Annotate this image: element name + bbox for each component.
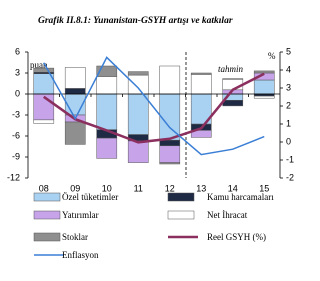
bar-segment [222,100,244,107]
bar-segment [190,130,212,138]
bar-segment [159,162,181,165]
y2-tick-label: 0 [286,136,291,146]
x-tick-label: 08 [39,183,49,193]
y-tick-label: -3 [12,109,20,119]
bar-segment [64,121,86,145]
chart-title: Grafik II.8.1: Yunanistan-GSYH artışı ve… [38,16,233,26]
y-axis-label: puan [30,60,48,70]
legend-label: Kamu harcamaları [207,192,274,202]
bar-segment [159,65,181,95]
bar-segment [127,93,149,135]
y2-tick-label: -2 [286,172,294,182]
bar-segment [33,67,55,73]
line [43,56,265,156]
x-tick-label: 09 [70,183,80,193]
bar-segment [96,93,118,130]
bar-segment [190,74,212,95]
y2-tick-label: 4 [286,64,291,74]
bar-segment [222,79,244,91]
y-tick-label: -9 [12,151,20,161]
legend-label: Yatırımlar [62,210,99,220]
y2-tick-label: 1 [286,118,291,128]
bar-segment [127,140,149,163]
y-tick-label: -12 [7,172,20,182]
y-tick-label: -6 [12,130,20,140]
x-tick-label: 14 [228,183,238,193]
bar-segment [190,72,212,75]
bar-segment [253,79,275,95]
x-tick-label: 11 [134,183,143,193]
legend-label: Net İhracat [207,210,248,220]
bar-segment [253,95,275,99]
x-tick-label: 15 [259,183,269,193]
y-tick-label: 0 [15,88,20,98]
legend-swatch [33,232,61,242]
legend-label: Özel tüketimler [62,192,118,202]
x-tick-label: 13 [196,183,206,193]
bar-segment [96,137,118,159]
bar-segment [64,67,86,89]
legend-swatch [167,210,195,220]
bar-segment [33,119,55,124]
bar-segment [253,70,275,74]
bar-segment [64,88,86,95]
y-tick-label: 3 [15,67,20,77]
bar-segment [159,139,181,147]
y2-tick-label: 3 [286,82,291,92]
y2-axis-label: % [268,51,276,61]
bar-segment [159,145,181,163]
bar-segment [96,65,118,77]
y2-tick-label: 2 [286,100,291,110]
bar-segment [127,71,149,76]
bar-segment [222,78,244,80]
legend-swatch [167,192,195,202]
line [43,72,265,144]
legend-label: Reel GSYH (%) [207,232,266,242]
legend-swatch [33,210,61,220]
x-tick-label: 12 [165,183,175,193]
legend-swatch [33,192,61,202]
bar-segment [127,74,149,95]
legend-label: Stoklar [62,232,88,242]
legend-label: Enflasyon [62,250,99,260]
annotation: tahmin [218,64,244,74]
y2-tick-label: -1 [286,154,294,164]
y-tick-label: 6 [15,46,20,56]
x-tick-label: 10 [102,183,112,193]
bar-segment [96,76,118,95]
y2-tick-label: 5 [286,46,291,56]
